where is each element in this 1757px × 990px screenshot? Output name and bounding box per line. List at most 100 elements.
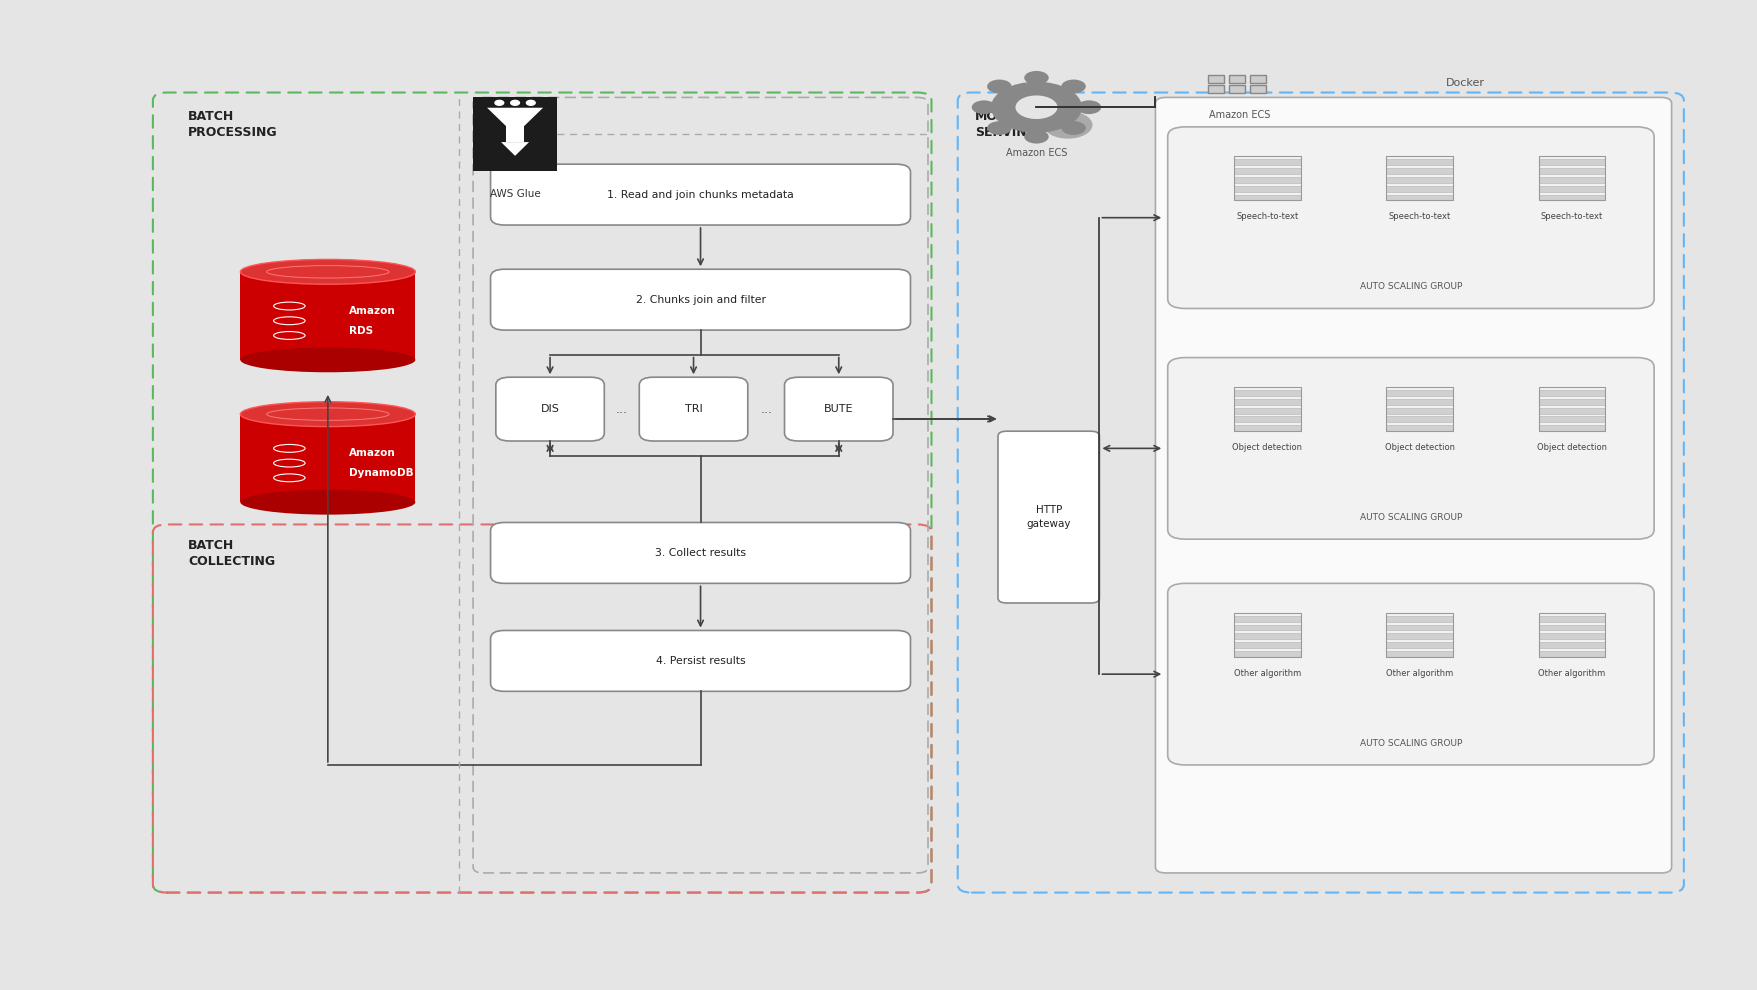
- Circle shape: [1044, 111, 1091, 139]
- Circle shape: [986, 79, 1010, 93]
- FancyBboxPatch shape: [1386, 625, 1451, 631]
- Polygon shape: [487, 108, 543, 127]
- FancyBboxPatch shape: [1537, 651, 1604, 657]
- FancyBboxPatch shape: [1233, 186, 1300, 192]
- Circle shape: [1024, 71, 1049, 85]
- FancyBboxPatch shape: [495, 377, 604, 441]
- FancyBboxPatch shape: [1228, 85, 1244, 92]
- Ellipse shape: [241, 347, 415, 372]
- FancyBboxPatch shape: [1386, 634, 1451, 640]
- Text: Docker: Docker: [1444, 77, 1485, 87]
- FancyBboxPatch shape: [1537, 177, 1604, 183]
- FancyBboxPatch shape: [1537, 399, 1604, 405]
- FancyBboxPatch shape: [1386, 399, 1451, 405]
- Text: ...: ...: [759, 403, 771, 416]
- FancyBboxPatch shape: [490, 631, 910, 691]
- FancyBboxPatch shape: [1537, 643, 1604, 648]
- Text: Object detection: Object detection: [1232, 443, 1302, 452]
- FancyBboxPatch shape: [1233, 177, 1300, 183]
- FancyBboxPatch shape: [1386, 616, 1451, 622]
- FancyBboxPatch shape: [1537, 168, 1604, 174]
- FancyBboxPatch shape: [1233, 195, 1300, 201]
- FancyBboxPatch shape: [1154, 97, 1671, 873]
- Text: ...: ...: [615, 403, 627, 416]
- Text: Speech-to-text: Speech-to-text: [1388, 212, 1450, 222]
- Text: AUTO SCALING GROUP: AUTO SCALING GROUP: [1358, 513, 1462, 522]
- FancyBboxPatch shape: [490, 523, 910, 583]
- FancyBboxPatch shape: [1233, 634, 1300, 640]
- Circle shape: [1075, 100, 1100, 114]
- FancyBboxPatch shape: [1167, 357, 1653, 540]
- FancyBboxPatch shape: [1233, 168, 1300, 174]
- Circle shape: [986, 121, 1010, 135]
- Circle shape: [495, 100, 504, 105]
- FancyBboxPatch shape: [1207, 75, 1223, 83]
- FancyBboxPatch shape: [1537, 186, 1604, 192]
- FancyBboxPatch shape: [1386, 177, 1451, 183]
- FancyBboxPatch shape: [1249, 85, 1265, 92]
- Text: Amazon: Amazon: [348, 306, 395, 316]
- Text: Other algorithm: Other algorithm: [1537, 669, 1604, 678]
- FancyBboxPatch shape: [1386, 390, 1451, 396]
- FancyBboxPatch shape: [1167, 127, 1653, 309]
- FancyBboxPatch shape: [1233, 417, 1300, 423]
- FancyBboxPatch shape: [1537, 616, 1604, 622]
- FancyBboxPatch shape: [1537, 417, 1604, 423]
- FancyBboxPatch shape: [1386, 651, 1451, 657]
- Text: Speech-to-text: Speech-to-text: [1235, 212, 1298, 222]
- Text: HTTP
gateway: HTTP gateway: [1026, 506, 1070, 529]
- Ellipse shape: [241, 490, 415, 515]
- FancyBboxPatch shape: [1537, 625, 1604, 631]
- Polygon shape: [506, 127, 524, 143]
- Text: TRI: TRI: [683, 404, 703, 414]
- FancyBboxPatch shape: [1537, 159, 1604, 165]
- Text: BATCH
COLLECTING: BATCH COLLECTING: [188, 540, 274, 568]
- Text: RDS: RDS: [348, 326, 372, 336]
- FancyBboxPatch shape: [490, 164, 910, 225]
- Circle shape: [1061, 79, 1086, 93]
- Circle shape: [510, 100, 518, 105]
- FancyBboxPatch shape: [1233, 426, 1300, 432]
- FancyBboxPatch shape: [1537, 390, 1604, 396]
- FancyBboxPatch shape: [1537, 426, 1604, 432]
- Text: BATCH
PROCESSING: BATCH PROCESSING: [188, 110, 278, 140]
- FancyBboxPatch shape: [241, 414, 415, 502]
- FancyBboxPatch shape: [1233, 159, 1300, 165]
- Circle shape: [972, 100, 996, 114]
- Text: Object detection: Object detection: [1385, 443, 1453, 452]
- FancyBboxPatch shape: [473, 97, 557, 171]
- Text: Speech-to-text: Speech-to-text: [1539, 212, 1602, 222]
- Circle shape: [1016, 95, 1058, 119]
- Text: Other algorithm: Other algorithm: [1233, 669, 1300, 678]
- Text: 1. Read and join chunks metadata: 1. Read and join chunks metadata: [606, 190, 794, 200]
- FancyBboxPatch shape: [1233, 616, 1300, 622]
- FancyBboxPatch shape: [998, 432, 1098, 603]
- Circle shape: [525, 100, 534, 105]
- FancyBboxPatch shape: [1537, 634, 1604, 640]
- FancyBboxPatch shape: [1386, 186, 1451, 192]
- FancyBboxPatch shape: [1386, 417, 1451, 423]
- FancyBboxPatch shape: [1386, 408, 1451, 414]
- FancyBboxPatch shape: [1207, 85, 1223, 92]
- Text: Other algorithm: Other algorithm: [1385, 669, 1453, 678]
- Text: AUTO SCALING GROUP: AUTO SCALING GROUP: [1358, 739, 1462, 747]
- FancyBboxPatch shape: [1233, 643, 1300, 648]
- Text: Amazon ECS: Amazon ECS: [1005, 148, 1066, 158]
- FancyBboxPatch shape: [640, 377, 747, 441]
- Text: DynamoDB: DynamoDB: [348, 468, 413, 478]
- FancyBboxPatch shape: [1386, 195, 1451, 201]
- FancyBboxPatch shape: [241, 272, 415, 360]
- FancyBboxPatch shape: [1228, 75, 1244, 83]
- Text: DIS: DIS: [541, 404, 559, 414]
- Text: AWS Glue: AWS Glue: [490, 189, 539, 199]
- FancyBboxPatch shape: [1233, 390, 1300, 396]
- Polygon shape: [501, 143, 529, 155]
- Text: MODEL
SERVING: MODEL SERVING: [975, 110, 1037, 140]
- FancyBboxPatch shape: [1386, 159, 1451, 165]
- Text: Amazon ECS: Amazon ECS: [1209, 110, 1269, 120]
- FancyBboxPatch shape: [1537, 408, 1604, 414]
- Circle shape: [991, 82, 1081, 133]
- FancyBboxPatch shape: [784, 377, 893, 441]
- Ellipse shape: [241, 402, 415, 427]
- FancyBboxPatch shape: [1386, 426, 1451, 432]
